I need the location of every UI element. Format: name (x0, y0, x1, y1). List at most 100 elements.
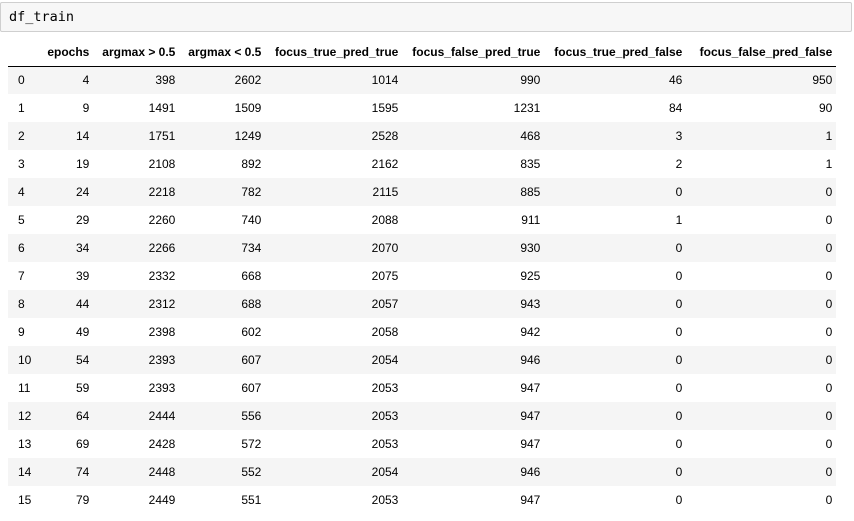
cell-focus-true-pred-true: 2528 (371, 129, 399, 143)
table-row: 11 59 2393 607 2053 947 0 0 (8, 374, 837, 402)
table-row: 6 34 2266 734 2070 930 0 0 (8, 234, 837, 262)
cell-argmax-lt: 607 (241, 381, 262, 395)
cell-focus-false-pred-false: 1 (825, 129, 833, 143)
header-argmax-lt: argmax < 0.5 (179, 38, 266, 67)
cell-focus-false-pred-true: 990 (520, 73, 541, 88)
cell-epochs: 4 (82, 73, 90, 88)
cell-focus-false-pred-false: 90 (819, 101, 833, 115)
cell-epochs: 34 (76, 241, 90, 255)
cell-epochs: 9 (82, 101, 90, 115)
row-index: 6 (18, 241, 25, 255)
cell-focus-false-pred-false: 0 (825, 241, 833, 255)
table-row: 7 39 2332 668 2075 925 0 0 (8, 262, 837, 290)
cell-focus-false-pred-true: 947 (520, 437, 541, 451)
cell-argmax-lt: 572 (241, 437, 262, 451)
cell-argmax-gt: 2312 (148, 297, 176, 311)
cell-focus-true-pred-false: 3 (675, 129, 683, 143)
cell-focus-false-pred-false: 0 (825, 185, 833, 199)
cell-focus-true-pred-false: 0 (675, 493, 683, 507)
row-index: 1 (18, 101, 25, 115)
row-index: 8 (18, 297, 25, 311)
cell-focus-true-pred-false: 0 (675, 185, 683, 199)
header-index (8, 38, 36, 67)
cell-epochs: 44 (76, 297, 90, 311)
code-cell-input[interactable]: df_train (0, 2, 852, 32)
cell-focus-true-pred-true: 2053 (371, 437, 399, 451)
table-row: 2 14 1751 1249 2528 468 3 1 (8, 122, 837, 150)
cell-focus-false-pred-false: 0 (825, 381, 833, 395)
cell-focus-true-pred-true: 2054 (371, 353, 399, 367)
cell-focus-false-pred-true: 925 (520, 269, 541, 283)
cell-focus-false-pred-true: 946 (520, 353, 541, 367)
cell-argmax-gt: 2260 (148, 213, 176, 227)
cell-focus-false-pred-false: 0 (825, 353, 833, 367)
cell-argmax-gt: 2266 (148, 241, 176, 255)
row-index: 9 (18, 325, 25, 339)
cell-focus-true-pred-false: 1 (675, 213, 683, 227)
cell-argmax-gt: 2398 (148, 325, 176, 339)
cell-focus-true-pred-false: 0 (675, 465, 683, 479)
cell-argmax-lt: 552 (241, 465, 262, 479)
cell-focus-true-pred-true: 2075 (371, 269, 399, 283)
cell-argmax-gt: 2444 (148, 409, 176, 423)
cell-epochs: 49 (76, 325, 90, 339)
row-index: 0 (18, 73, 25, 88)
cell-argmax-gt: 2428 (148, 437, 176, 451)
row-index: 2 (18, 129, 25, 143)
cell-focus-false-pred-true: 885 (520, 185, 541, 199)
cell-argmax-lt: 551 (241, 493, 262, 507)
cell-focus-true-pred-false: 0 (675, 269, 683, 283)
cell-epochs: 59 (76, 381, 90, 395)
cell-focus-false-pred-false: 0 (825, 325, 833, 339)
cell-focus-false-pred-false: 1 (825, 157, 833, 171)
cell-focus-false-pred-false: 950 (812, 73, 833, 88)
header-focus-false-pred-true: focus_false_pred_true (402, 38, 545, 67)
cell-argmax-gt: 2448 (148, 465, 176, 479)
cell-focus-true-pred-true: 2053 (371, 381, 399, 395)
cell-focus-true-pred-true: 2115 (372, 185, 399, 199)
cell-argmax-gt: 2108 (148, 157, 176, 171)
cell-argmax-lt: 892 (241, 157, 262, 171)
table-row: 3 19 2108 892 2162 835 2 1 (8, 150, 837, 178)
header-focus-true-pred-true: focus_true_pred_true (265, 38, 403, 67)
cell-focus-true-pred-true: 2088 (371, 213, 399, 227)
cell-focus-true-pred-true: 1595 (371, 101, 399, 115)
row-index: 4 (18, 185, 25, 199)
cell-focus-true-pred-false: 0 (675, 409, 683, 423)
cell-focus-false-pred-true: 943 (520, 297, 541, 311)
cell-focus-true-pred-true: 2070 (371, 241, 399, 255)
cell-argmax-lt: 1509 (234, 101, 262, 115)
cell-focus-false-pred-false: 0 (825, 213, 833, 227)
cell-focus-false-pred-true: 911 (521, 213, 541, 227)
cell-argmax-lt: 602 (241, 325, 262, 339)
cell-focus-true-pred-true: 2053 (371, 409, 399, 423)
cell-epochs: 29 (76, 213, 90, 227)
row-index: 10 (18, 353, 32, 367)
cell-argmax-lt: 740 (241, 213, 262, 227)
cell-focus-false-pred-true: 468 (520, 129, 541, 143)
table-row: 0 4 398 2602 1014 990 46 950 (8, 66, 837, 94)
cell-focus-true-pred-false: 0 (675, 325, 683, 339)
cell-argmax-gt: 1751 (148, 129, 176, 143)
cell-epochs: 74 (76, 465, 90, 479)
cell-focus-false-pred-false: 0 (825, 269, 833, 283)
cell-focus-true-pred-false: 0 (675, 297, 683, 311)
cell-argmax-gt: 398 (155, 73, 176, 88)
cell-focus-true-pred-true: 2053 (371, 493, 399, 507)
table-row: 1 9 1491 1509 1595 1231 84 90 (8, 94, 837, 122)
cell-focus-true-pred-true: 2054 (371, 465, 399, 479)
table-row: 10 54 2393 607 2054 946 0 0 (8, 346, 837, 374)
cell-epochs: 64 (76, 409, 90, 423)
cell-argmax-gt: 1491 (148, 101, 176, 115)
cell-argmax-gt: 2218 (148, 185, 176, 199)
cell-argmax-gt: 2332 (148, 269, 176, 283)
cell-focus-false-pred-false: 0 (825, 297, 833, 311)
cell-focus-false-pred-true: 835 (520, 157, 541, 171)
table-row: 12 64 2444 556 2053 947 0 0 (8, 402, 837, 430)
row-index: 12 (18, 409, 32, 423)
cell-focus-true-pred-true: 2058 (371, 325, 399, 339)
cell-epochs: 14 (76, 129, 90, 143)
header-focus-false-pred-false: focus_false_pred_false (686, 38, 837, 67)
cell-focus-false-pred-true: 947 (520, 493, 541, 507)
header-focus-true-pred-false: focus_true_pred_false (544, 38, 687, 67)
